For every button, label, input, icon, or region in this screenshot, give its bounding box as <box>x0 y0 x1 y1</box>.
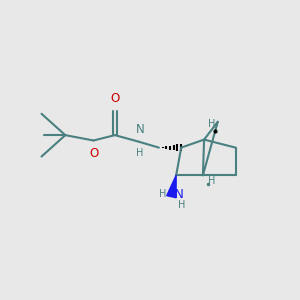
Text: -N: -N <box>170 188 184 201</box>
Text: H: H <box>159 189 166 199</box>
Text: O: O <box>110 92 120 105</box>
Text: H: H <box>178 200 185 210</box>
Text: N: N <box>136 123 144 136</box>
Text: H: H <box>208 119 215 129</box>
Text: H: H <box>208 176 215 186</box>
Text: H: H <box>136 148 144 158</box>
Polygon shape <box>167 175 176 198</box>
Text: O: O <box>89 147 98 160</box>
